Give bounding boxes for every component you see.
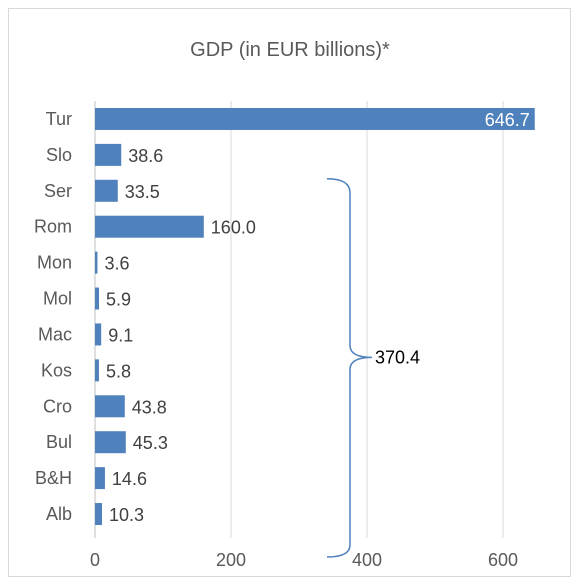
data-label: 9.1 bbox=[108, 325, 133, 345]
data-label: 5.9 bbox=[106, 290, 131, 310]
x-tick-label: 0 bbox=[90, 550, 100, 570]
brace-annotation: 370.4 bbox=[326, 178, 420, 558]
bar bbox=[95, 467, 105, 490]
bar bbox=[95, 107, 535, 130]
x-tick-label: 400 bbox=[352, 550, 382, 570]
data-label: 5.8 bbox=[106, 361, 131, 381]
category-label: Alb bbox=[46, 504, 72, 524]
bar bbox=[95, 395, 125, 418]
x-tick-labels: 0 200 400 600 bbox=[90, 550, 518, 570]
category-label: Tur bbox=[46, 109, 72, 129]
data-label: 38.6 bbox=[128, 146, 163, 166]
gridlines bbox=[94, 101, 504, 538]
x-tick-label: 200 bbox=[216, 550, 246, 570]
category-label: Cro bbox=[43, 396, 72, 416]
brace bbox=[326, 178, 373, 558]
bar bbox=[95, 251, 98, 274]
category-label: Kos bbox=[41, 360, 72, 380]
brace-label: 370.4 bbox=[375, 347, 420, 367]
data-label: 646.7 bbox=[485, 110, 530, 130]
category-label: Rom bbox=[34, 217, 72, 237]
data-label: 10.3 bbox=[109, 505, 144, 525]
category-label: Mon bbox=[37, 253, 72, 273]
data-label: 43.8 bbox=[132, 397, 167, 417]
bar bbox=[95, 215, 204, 238]
bar bbox=[95, 359, 99, 382]
category-label: Mol bbox=[43, 289, 72, 309]
data-label: 33.5 bbox=[125, 182, 160, 202]
bar bbox=[95, 143, 122, 166]
data-label: 160.0 bbox=[211, 218, 256, 238]
bar bbox=[95, 431, 126, 454]
category-label: Mac bbox=[38, 324, 72, 344]
bar bbox=[95, 287, 100, 310]
bars bbox=[95, 107, 535, 526]
bar bbox=[95, 179, 118, 202]
data-labels: 646.7 38.6 33.5 160.0 3.6 5.9 9.1 5.843.8 45.3 14… bbox=[104, 110, 529, 525]
category-labels: Tur Slo Ser Rom Mon Mol Mac Kos Cro Bul B&H Alb bbox=[34, 109, 72, 524]
data-label: 3.6 bbox=[104, 254, 129, 274]
data-label: 45.3 bbox=[133, 433, 168, 453]
category-label: Bul bbox=[46, 432, 72, 452]
category-label: B&H bbox=[35, 468, 72, 488]
bar bbox=[95, 503, 103, 526]
category-label: Ser bbox=[44, 181, 72, 201]
bar bbox=[95, 323, 102, 346]
category-label: Slo bbox=[46, 145, 72, 165]
x-tick-label: 600 bbox=[488, 550, 518, 570]
data-label: 14.6 bbox=[112, 469, 147, 489]
chart-title: GDP (in EUR billions)* bbox=[190, 39, 390, 61]
